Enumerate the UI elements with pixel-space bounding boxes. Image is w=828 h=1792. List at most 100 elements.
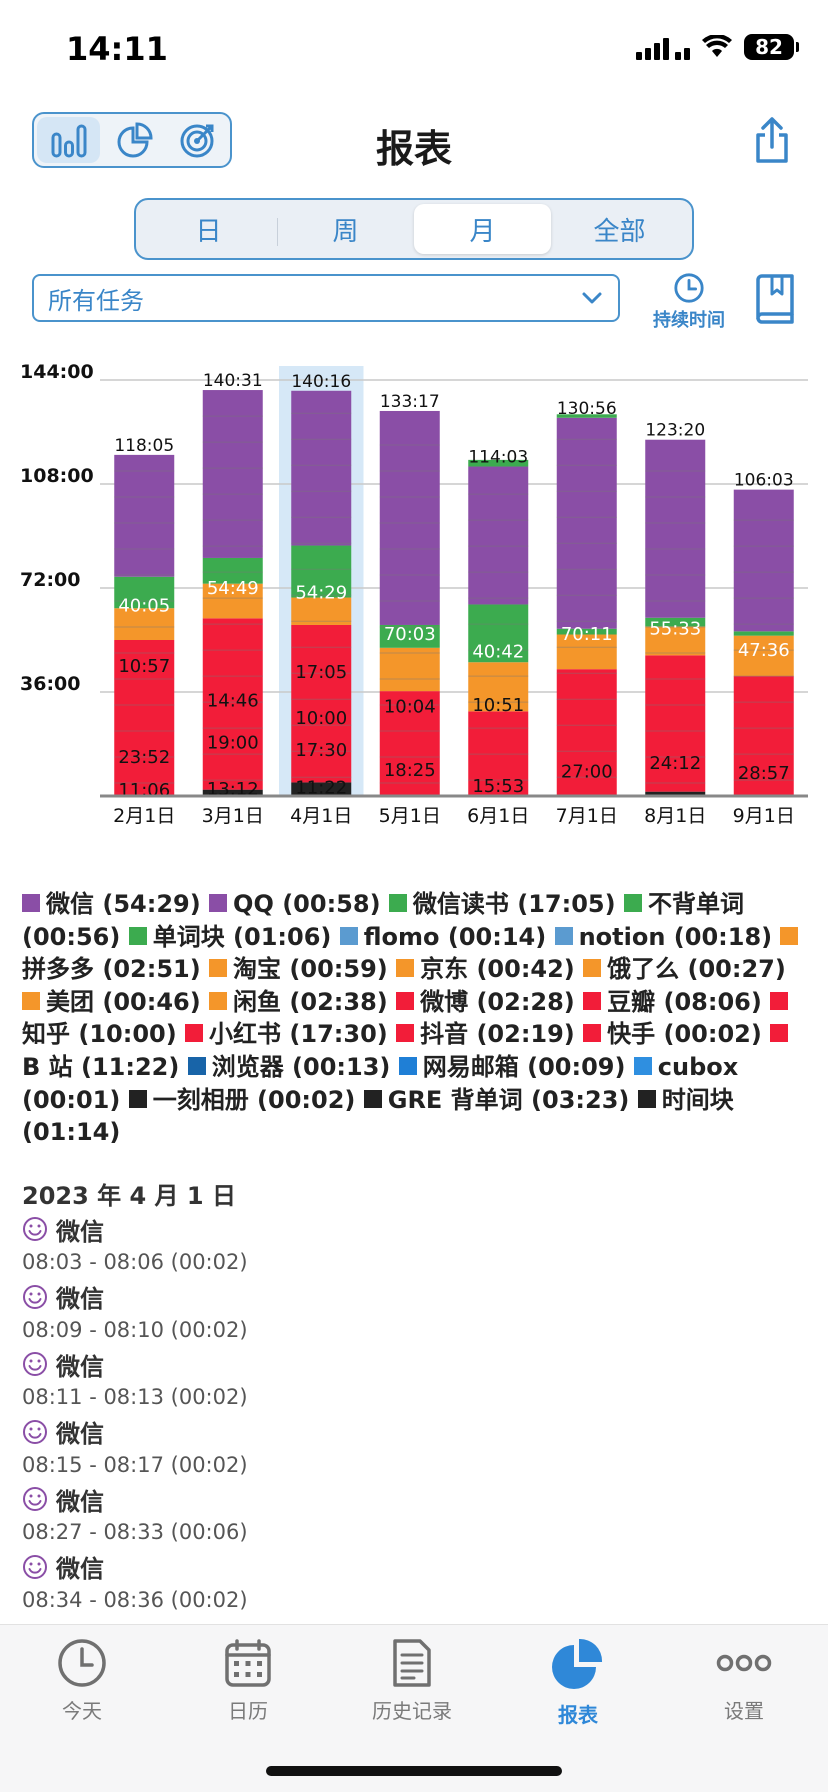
legend-label: 快手 (00:02) xyxy=(607,1020,762,1049)
bar-segment-label: 17:30 xyxy=(295,740,347,761)
y-tick-label: 144:00 xyxy=(20,361,94,383)
book-icon xyxy=(756,274,794,324)
period-tabs[interactable]: 日 周 月 全部 xyxy=(134,198,694,260)
bar-segment-label: 28:57 xyxy=(738,763,790,784)
legend-label: 微信 (54:29) xyxy=(46,890,201,918)
record-item[interactable]: 微信 08:27 - 08:33 (00:06) xyxy=(22,1482,802,1550)
tabbar-settings[interactable]: 设置 xyxy=(684,1637,804,1724)
record-title: 微信 xyxy=(56,1420,104,1448)
chevron-down-icon xyxy=(582,292,602,304)
bar-segment-top-green xyxy=(556,414,617,418)
tabbar-reports[interactable]: 报表 xyxy=(518,1637,638,1728)
bar-total-label: 114:03 xyxy=(468,448,528,468)
legend-item: 微博 (02:28) xyxy=(396,988,575,1016)
target-icon xyxy=(180,124,214,158)
legend-swatch xyxy=(22,894,40,912)
legend-item: 饿了么 (00:27) xyxy=(583,955,786,983)
legend-label: 单词块 (01:06) xyxy=(152,922,332,951)
legend-swatch xyxy=(583,991,602,1010)
legend-swatch xyxy=(209,991,228,1010)
tabbar-history[interactable]: 历史记录 xyxy=(352,1637,472,1724)
home-indicator xyxy=(266,1766,562,1776)
bar-segment-label: 54:29 xyxy=(295,582,347,603)
task-filter-select[interactable]: 所有任务 xyxy=(32,274,620,322)
pie-chart-view-button[interactable] xyxy=(103,114,166,166)
bar-segment-purple xyxy=(468,466,529,605)
legend-label: 不背单词 (00:56) xyxy=(22,890,744,951)
bar-segment-red xyxy=(202,618,263,790)
tab-month[interactable]: 月 xyxy=(414,204,551,254)
bar-chart-icon xyxy=(51,124,87,158)
bar-segment-label: 18:25 xyxy=(384,760,436,781)
x-tick-label: 4月1日 xyxy=(290,805,352,827)
goal-view-button[interactable] xyxy=(167,114,230,166)
legend-item: 淘宝 (00:59) xyxy=(209,955,388,983)
legend-swatch xyxy=(363,1089,382,1108)
x-tick-label: 3月1日 xyxy=(202,805,264,827)
bar-segment-label: 19:00 xyxy=(207,733,259,754)
legend-swatch xyxy=(339,926,358,945)
bar-segment-red xyxy=(645,655,706,792)
record-title-row: 微信 xyxy=(22,1280,802,1314)
bar-segment-orange xyxy=(379,647,440,692)
bar-segment-label: 40:05 xyxy=(118,595,170,616)
bar-total-label: 140:16 xyxy=(291,372,351,392)
tabbar-calendar[interactable]: 日历 xyxy=(188,1637,308,1724)
bar-segment-label: 70:03 xyxy=(384,624,436,645)
view-mode-switcher[interactable] xyxy=(32,112,232,168)
legend-item: 抖音 (02:19) xyxy=(396,1020,575,1048)
legend-swatch xyxy=(780,926,799,945)
tabbar-today[interactable]: 今天 xyxy=(22,1637,142,1724)
share-icon xyxy=(756,117,788,163)
legend-swatch xyxy=(388,894,407,912)
duration-sort-button[interactable]: 持续时间 xyxy=(646,272,732,332)
record-item[interactable]: 微信 08:03 - 08:06 (00:02) xyxy=(22,1212,802,1280)
tab-week[interactable]: 周 xyxy=(277,204,414,254)
bar-segment-purple xyxy=(645,439,706,618)
records-date: 2023 年 4 月 1 日 xyxy=(22,1182,236,1210)
legend-label: 浏览器 (00:13) xyxy=(211,1052,391,1081)
bar-segment-label: 54:49 xyxy=(207,578,259,599)
legend-label: GRE 背单词 (03:23) xyxy=(387,1085,630,1114)
bar-segment-label: 23:52 xyxy=(118,747,170,768)
bar-segment-label: 47:36 xyxy=(738,640,790,661)
legend-item: 网易邮箱 (00:09) xyxy=(398,1053,625,1081)
monthly-usage-chart: 144:00 108:00 72:00 36:00 118:05 11:06 23:52 10… xyxy=(20,361,808,827)
bookmark-button[interactable] xyxy=(752,274,798,324)
bar-segment-red xyxy=(733,676,794,796)
legend-swatch xyxy=(128,1089,147,1108)
y-tick-label: 36:00 xyxy=(20,673,80,695)
bar-total-label: 123:20 xyxy=(645,421,705,441)
task-filter-value: 所有任务 xyxy=(48,286,144,315)
bar-segment-red xyxy=(556,669,617,795)
record-item[interactable]: 微信 08:09 - 08:10 (00:02) xyxy=(22,1280,802,1348)
tab-all[interactable]: 全部 xyxy=(593,216,646,247)
bar-segment-orange xyxy=(114,608,175,640)
bar-segment-label: 11:22 xyxy=(295,777,347,798)
record-item[interactable]: 微信 08:34 - 08:36 (00:02) xyxy=(22,1550,802,1618)
duration-label: 持续时间 xyxy=(653,310,725,331)
legend-item: 一刻相册 (00:02) xyxy=(128,1086,355,1114)
record-item[interactable]: 微信 08:11 - 08:13 (00:02) xyxy=(22,1347,802,1415)
share-button[interactable] xyxy=(748,112,796,168)
legend-item: 单词块 (01:06) xyxy=(128,922,332,951)
legend-label: 豆瓣 (08:06) xyxy=(607,987,762,1016)
bar-segment-label: 10:04 xyxy=(384,696,436,717)
legend-swatch xyxy=(128,926,147,945)
record-time: 08:34 - 08:36 (00:02) xyxy=(22,1587,248,1612)
tab-day[interactable]: 日 xyxy=(195,216,222,247)
legend-swatch xyxy=(396,991,415,1010)
record-item[interactable]: 微信 08:15 - 08:17 (00:02) xyxy=(22,1415,802,1483)
legend-item: B 站 (11:22) xyxy=(22,1020,794,1081)
legend-label: 美团 (00:46) xyxy=(46,987,201,1016)
bar-segment-label: 40:42 xyxy=(472,642,524,663)
bar-segment-label: 10:57 xyxy=(118,656,170,677)
record-title-row: 微信 xyxy=(22,1212,802,1246)
tab-bar: 今天 日历 历史记录 报表 设置 xyxy=(0,1624,828,1792)
legend-swatch xyxy=(583,959,602,978)
legend-item: GRE 背单词 (03:23) xyxy=(363,1085,630,1114)
status-time: 14:11 xyxy=(66,30,168,68)
legend-label: 饿了么 (00:27) xyxy=(607,955,786,984)
legend-item: 快手 (00:02) xyxy=(583,1020,762,1048)
bar-chart-view-button[interactable] xyxy=(37,117,101,163)
